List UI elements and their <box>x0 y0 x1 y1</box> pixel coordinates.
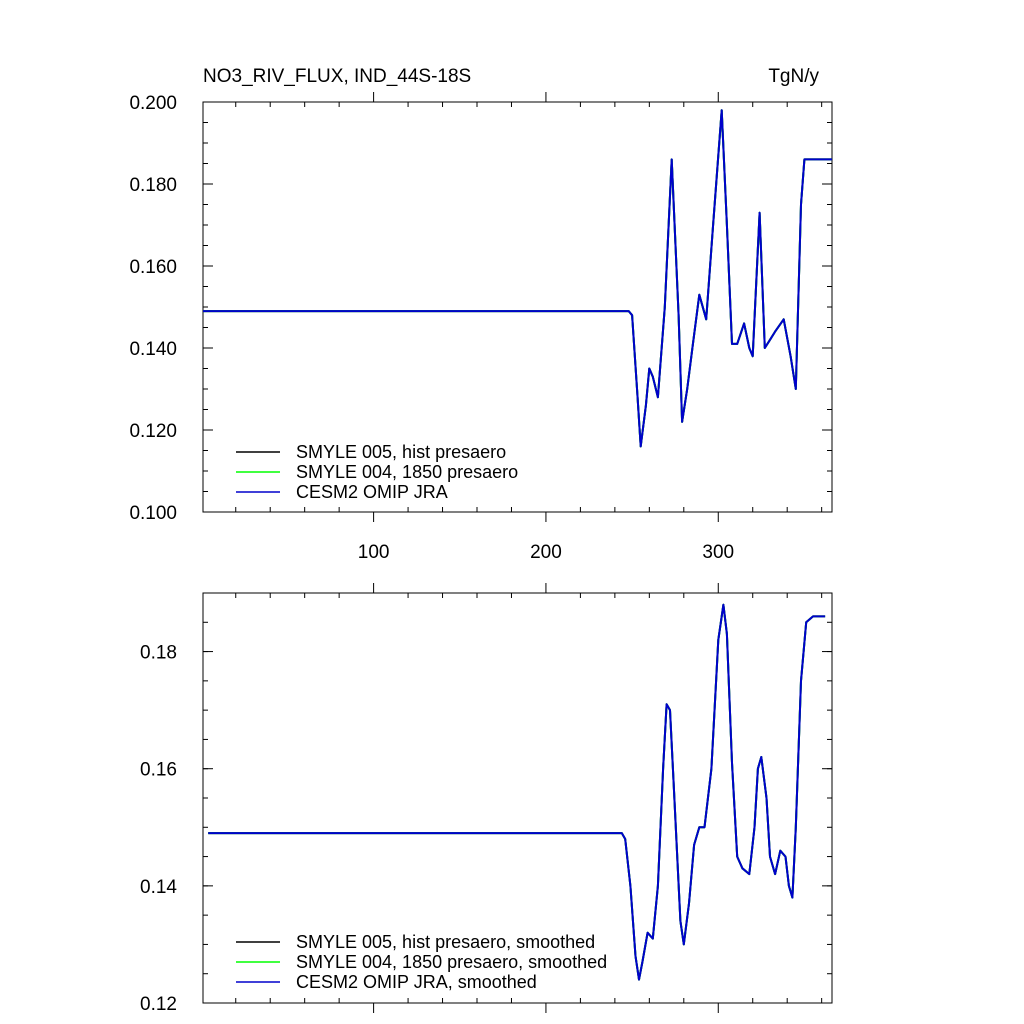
y-tick-label: 0.200 <box>129 93 177 114</box>
chart-title: NO3_RIV_FLUX, IND_44S-18S <box>203 66 471 87</box>
y-tick-label: 0.180 <box>129 175 177 196</box>
legend-label-2: SMYLE 004, 1850 presaero, smoothed <box>296 952 607 972</box>
series-line-2 <box>208 603 826 981</box>
y-tick-label: 0.140 <box>129 339 177 360</box>
series-line-1 <box>203 109 832 448</box>
legend-label-1: SMYLE 005, hist presaero, smoothed <box>296 932 595 952</box>
y-tick-label: 0.160 <box>129 257 177 278</box>
legend-label-3: CESM2 OMIP JRA <box>296 482 448 502</box>
y-tick-label: 0.120 <box>129 421 177 442</box>
x-tick-label: 200 <box>530 542 562 563</box>
series-line-3 <box>208 603 826 981</box>
series-line-2 <box>203 109 832 448</box>
legend-label-3: CESM2 OMIP JRA, smoothed <box>296 972 537 992</box>
y-tick-label: 0.18 <box>140 643 177 664</box>
y-tick-label: 0.12 <box>140 994 177 1015</box>
top-panel: 0.100 0.120 0.140 0.160 0.180 0.200 100 200 300 S… <box>129 92 833 563</box>
units-label: TgN/y <box>768 66 819 87</box>
y-tick-label: 0.16 <box>140 760 177 781</box>
y-tick-label: 0.100 <box>129 503 177 524</box>
series-line-3 <box>203 109 832 448</box>
legend-label-2: SMYLE 004, 1850 presaero <box>296 462 518 482</box>
bottom-panel: 0.12 0.14 0.16 0.18 SMYLE 005, hist presaero… <box>140 583 833 1015</box>
series-line-1 <box>208 603 826 981</box>
legend-label-1: SMYLE 005, hist presaero <box>296 442 506 462</box>
x-tick-label: 300 <box>702 542 734 563</box>
x-tick-label: 100 <box>358 542 390 563</box>
y-tick-label: 0.14 <box>140 877 177 898</box>
